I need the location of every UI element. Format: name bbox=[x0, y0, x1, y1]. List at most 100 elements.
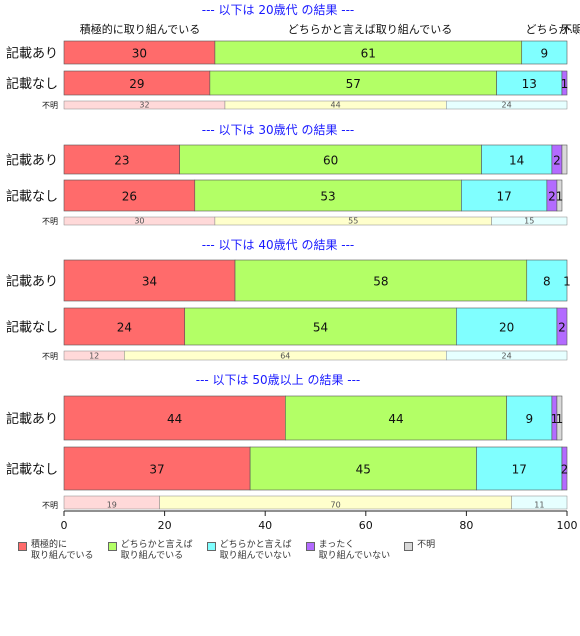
bar-value-label: 24 bbox=[117, 321, 132, 335]
unknown-value-label: 12 bbox=[89, 352, 99, 361]
x-tick-label: 100 bbox=[557, 519, 578, 532]
bar-value-label: 1 bbox=[563, 275, 571, 289]
legend-swatch bbox=[404, 542, 414, 551]
bar-segment bbox=[556, 179, 563, 212]
bar-segment bbox=[63, 179, 196, 212]
legend-item: どちらかと言えば 取り組んでいる bbox=[107, 540, 193, 562]
bar-value-label: 2 bbox=[553, 154, 561, 168]
bar-value-label: 2 bbox=[558, 321, 566, 335]
bar-segment bbox=[561, 144, 568, 175]
bar-value-label: 26 bbox=[122, 190, 137, 204]
bar-row-label: 記載あり bbox=[6, 153, 58, 169]
legend-swatch bbox=[107, 542, 117, 551]
legend-item: 不明 bbox=[404, 540, 435, 562]
bar-segment bbox=[209, 70, 497, 96]
bar-value-label: 9 bbox=[525, 412, 533, 426]
bar-row-label: 記載なし bbox=[6, 462, 58, 478]
bar-value-label: 60 bbox=[323, 154, 338, 168]
bar-segment bbox=[234, 259, 528, 302]
unknown-value-label: 44 bbox=[331, 101, 341, 110]
x-tick-label: 20 bbox=[158, 519, 172, 532]
bar-value-label: 61 bbox=[361, 47, 376, 61]
legend-label: どちらかと言えば 取り組んでいない bbox=[219, 540, 292, 561]
bar-value-label: 29 bbox=[129, 77, 144, 91]
bar-value-label: 23 bbox=[114, 154, 129, 168]
bar-value-label: 57 bbox=[346, 77, 361, 91]
legend-item: 積極的に 取り組んでいる bbox=[18, 540, 94, 562]
bar-value-label: 9 bbox=[541, 47, 549, 61]
bar-value-label: 2 bbox=[561, 463, 569, 477]
group-title: --- 以下は 30歳代 の結果 --- bbox=[202, 123, 355, 137]
unknown-value-label: 64 bbox=[280, 352, 290, 361]
bar-value-label: 54 bbox=[313, 321, 328, 335]
bar-value-label: 1 bbox=[551, 412, 559, 426]
bar-segment bbox=[63, 307, 186, 346]
bar-segment bbox=[561, 70, 568, 96]
column-header: 積極的に取り組んでいる bbox=[80, 22, 200, 36]
bar-row-label: 記載なし bbox=[6, 320, 58, 336]
bar-row-label: 記載あり bbox=[6, 274, 58, 290]
bar-row-label: 記載あり bbox=[6, 46, 58, 62]
x-tick-label: 40 bbox=[258, 519, 272, 532]
bar-value-label: 44 bbox=[388, 412, 403, 426]
x-tick-label: 80 bbox=[459, 519, 473, 532]
legend-swatch bbox=[305, 542, 315, 551]
unknown-value-label: 24 bbox=[502, 352, 512, 361]
bar-value-label: 44 bbox=[167, 412, 182, 426]
unknown-row-label: 不明 bbox=[42, 217, 58, 226]
bar-value-label: 1 bbox=[556, 412, 564, 426]
stacked-bar-chart: 積極的に取り組んでいる どちらかと言えば取り組んでいる どちらか…不明--- 以下は… bbox=[6, 3, 580, 532]
group-title: --- 以下は 20歳代 の結果 --- bbox=[202, 3, 355, 17]
bar-segment bbox=[63, 395, 286, 441]
bar-segment bbox=[456, 307, 558, 346]
bar-value-label: 14 bbox=[509, 154, 524, 168]
bar-value-label: 1 bbox=[556, 190, 564, 204]
bar-value-label: 34 bbox=[142, 275, 157, 289]
bar-segment bbox=[476, 446, 563, 491]
x-tick-label: 60 bbox=[359, 519, 373, 532]
bar-segment bbox=[63, 259, 236, 302]
bar-segment bbox=[521, 40, 568, 65]
bar-segment bbox=[63, 70, 211, 96]
bar-value-label: 17 bbox=[512, 463, 527, 477]
bar-segment bbox=[63, 144, 180, 175]
unknown-segment bbox=[446, 100, 568, 110]
bar-value-label: 2 bbox=[548, 190, 556, 204]
legend-item: まったく 取り組んでいない bbox=[305, 540, 391, 562]
bar-segment bbox=[461, 179, 548, 212]
legend-label: どちらかと言えば 取り組んでいる bbox=[120, 540, 193, 561]
legend-label: 積極的に 取り組んでいる bbox=[31, 540, 94, 561]
unknown-row-label: 不明 bbox=[42, 101, 58, 110]
column-header: どちらかと言えば取り組んでいる bbox=[288, 23, 452, 36]
column-header: 不明 bbox=[561, 23, 580, 36]
legend-swatch bbox=[206, 542, 216, 551]
bar-value-label: 20 bbox=[499, 321, 514, 335]
bar-value-label: 8 bbox=[543, 275, 551, 289]
bar-segment bbox=[184, 307, 457, 346]
legend-label: まったく 取り組んでいない bbox=[318, 540, 391, 561]
legend-label: 不明 bbox=[417, 540, 436, 550]
bar-segment bbox=[556, 395, 563, 441]
bar-value-label: 37 bbox=[149, 463, 164, 477]
bar-row-label: 記載あり bbox=[6, 411, 58, 427]
column-header: どちらか… bbox=[526, 23, 580, 36]
bar-value-label: 58 bbox=[373, 275, 388, 289]
bar-value-label: 53 bbox=[320, 190, 335, 204]
bar-value-label: 13 bbox=[522, 77, 537, 91]
group-title: --- 以下は 50歳以上 の結果 --- bbox=[196, 373, 361, 387]
bar-value-label: 45 bbox=[356, 463, 371, 477]
legend-item: どちらかと言えば 取り組んでいない bbox=[206, 540, 292, 562]
bar-segment bbox=[481, 144, 553, 175]
bar-segment bbox=[179, 144, 482, 175]
bar-segment bbox=[561, 446, 568, 491]
unknown-value-label: 11 bbox=[534, 501, 544, 510]
unknown-segment bbox=[511, 495, 568, 510]
unknown-row-label: 不明 bbox=[42, 352, 58, 361]
chart-legend: 積極的に 取り組んでいる どちらかと言えば 取り組んでいる どちらかと言えば 取り組… bbox=[18, 540, 435, 562]
bar-value-label: 1 bbox=[561, 77, 569, 91]
bar-segment bbox=[506, 395, 553, 441]
bar-row-label: 記載なし bbox=[6, 189, 58, 205]
unknown-row-label: 不明 bbox=[42, 501, 58, 510]
bar-value-label: 30 bbox=[132, 47, 147, 61]
bar-row-label: 記載なし bbox=[6, 76, 58, 92]
